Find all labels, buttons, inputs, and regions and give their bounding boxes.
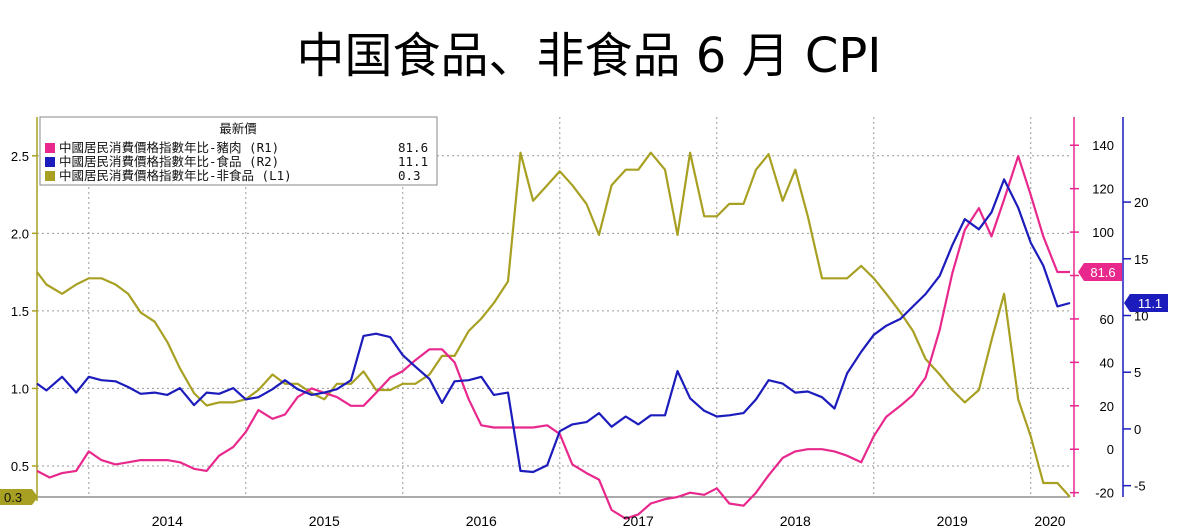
tick-label-r2: 0 [1134, 422, 1141, 437]
legend-box [39, 116, 438, 186]
tick-label-x: 2016 [466, 513, 497, 529]
tick-label-x: 2014 [152, 513, 183, 529]
tick-label-x: 2017 [623, 513, 654, 529]
legend: 最新價 中國居民消費價格指數年比-豬肉 (R1) 81.6 中國居民消費價格指數… [39, 116, 438, 186]
last-value-label-r2: 11.1 [1138, 296, 1162, 311]
tick-label-r1: 40 [1100, 355, 1114, 370]
last-value-label-l1: 0.3 [4, 490, 22, 505]
legend-swatch-food [45, 157, 55, 167]
tick-label-r2: 20 [1134, 195, 1148, 210]
tick-label-r1: 120 [1092, 182, 1114, 197]
series-line-r2 [36, 178, 1071, 474]
legend-entry-nonfood: 中國居民消費價格指數年比-非食品 (L1) 0.3 [45, 168, 421, 183]
legend-swatch-pork [45, 143, 55, 153]
tick-label-r1: 0 [1107, 442, 1114, 457]
tick-label-left: 0.5 [11, 459, 29, 474]
tick-label-x: 2018 [780, 513, 811, 529]
tick-label-r1: 100 [1092, 225, 1114, 240]
tick-label-r1: 60 [1100, 312, 1114, 327]
tick-label-r1: 140 [1092, 138, 1114, 153]
plot-frame [36, 117, 1070, 501]
legend-value-food: 11.1 [398, 154, 428, 169]
tick-label-left: 2.0 [11, 226, 29, 241]
grid-lines [37, 117, 1070, 497]
legend-header: 最新價 [219, 121, 257, 136]
series-line-l1 [36, 151, 1071, 498]
chart-title: 中国食品、非食品 6 月 CPI [297, 28, 882, 84]
legend-label-pork: 中國居民消費價格指數年比-豬肉 (R1) [59, 140, 279, 155]
legend-value-pork: 81.6 [398, 140, 428, 155]
last-value-tag-r1 [1078, 263, 1122, 282]
legend-label-nonfood: 中國居民消費價格指數年比-非食品 (L1) [59, 168, 292, 183]
series-lines [36, 151, 1071, 520]
tick-label-r2: 10 [1134, 309, 1148, 324]
tick-label-x: 2015 [309, 513, 340, 529]
legend-swatch-nonfood [45, 171, 55, 181]
legend-entry-food: 中國居民消費價格指數年比-食品 (R2) 11.1 [45, 154, 428, 169]
tick-label-r1: 20 [1100, 399, 1114, 414]
series-line-r1 [36, 155, 1070, 520]
tick-label-left: 2.5 [11, 149, 29, 164]
last-value-label-r1: 81.6 [1090, 265, 1115, 280]
tick-label-r2: 5 [1134, 365, 1141, 380]
legend-value-nonfood: 0.3 [398, 168, 421, 183]
tick-label-r1: -20 [1095, 486, 1114, 501]
legend-label-food: 中國居民消費價格指數年比-食品 (R2) [59, 154, 279, 169]
last-value-tag-r2 [1124, 294, 1168, 313]
tick-label-x: 2020 [1034, 513, 1065, 529]
last-value-tags: 0.3 81.6 11.1 [0, 263, 1168, 505]
tick-label-x: 2019 [937, 513, 968, 529]
legend-entry-pork: 中國居民消費價格指數年比-豬肉 (R1) 81.6 [45, 140, 428, 155]
tick-label-r2: 15 [1134, 252, 1148, 267]
tick-label-left: 1.0 [11, 381, 29, 396]
tick-label-left: 1.5 [11, 304, 29, 319]
tick-label-r2: -5 [1134, 479, 1146, 494]
last-value-tag-l1 [0, 489, 38, 505]
